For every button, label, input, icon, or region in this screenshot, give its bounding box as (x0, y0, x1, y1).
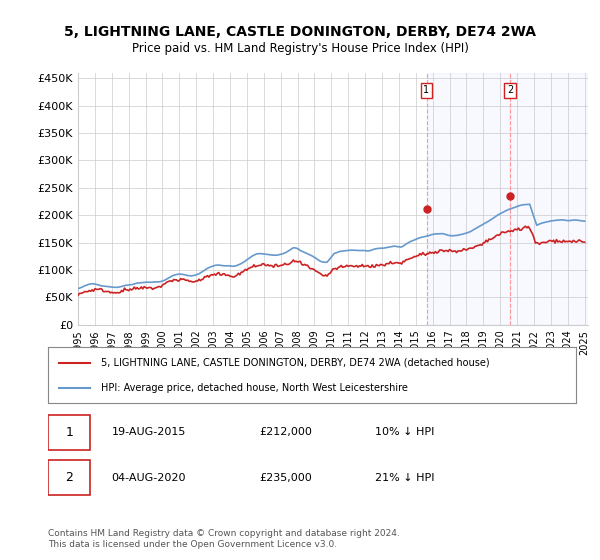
Bar (510, 73, 588, 325)
Text: HPI: Average price, detached house, North West Leicestershire: HPI: Average price, detached house, Nort… (101, 382, 407, 393)
Bar (427, 73, 510, 325)
Text: 1: 1 (65, 426, 73, 438)
Text: 5, LIGHTNING LANE, CASTLE DONINGTON, DERBY, DE74 2WA (detached house): 5, LIGHTNING LANE, CASTLE DONINGTON, DER… (101, 358, 490, 368)
Text: 2: 2 (507, 86, 513, 95)
Text: 5, LIGHTNING LANE, CASTLE DONINGTON, DERBY, DE74 2WA: 5, LIGHTNING LANE, CASTLE DONINGTON, DER… (64, 25, 536, 39)
Text: 1: 1 (424, 86, 430, 95)
Text: 2: 2 (65, 472, 73, 484)
FancyBboxPatch shape (48, 460, 90, 496)
Text: Contains HM Land Registry data © Crown copyright and database right 2024.
This d: Contains HM Land Registry data © Crown c… (48, 529, 400, 549)
Text: 19-AUG-2015: 19-AUG-2015 (112, 427, 186, 437)
Text: £235,000: £235,000 (259, 473, 312, 483)
Text: Price paid vs. HM Land Registry's House Price Index (HPI): Price paid vs. HM Land Registry's House … (131, 42, 469, 55)
Text: £212,000: £212,000 (259, 427, 312, 437)
Text: 21% ↓ HPI: 21% ↓ HPI (376, 473, 435, 483)
Text: 10% ↓ HPI: 10% ↓ HPI (376, 427, 435, 437)
FancyBboxPatch shape (48, 414, 90, 450)
Text: 04-AUG-2020: 04-AUG-2020 (112, 473, 186, 483)
